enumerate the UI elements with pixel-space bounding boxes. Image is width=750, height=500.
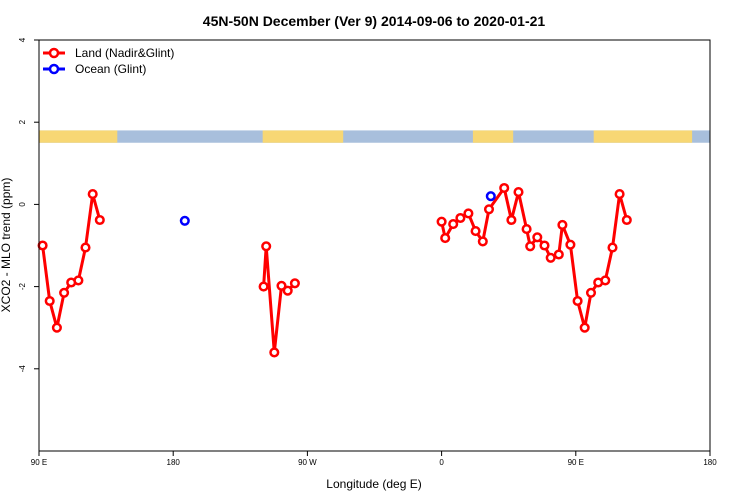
data-point <box>94 214 105 226</box>
data-point <box>585 287 597 298</box>
data-point <box>621 214 632 226</box>
legend-land-label: Land (Nadir&Glint) <box>75 46 174 60</box>
data-point <box>73 275 84 286</box>
data-point <box>51 322 62 333</box>
plot-frame <box>38 39 711 452</box>
x-axis-label: Longitude (deg E) <box>326 477 421 491</box>
data-point <box>506 214 517 226</box>
data-point <box>80 242 91 253</box>
data-point <box>557 219 568 230</box>
y-tick-label: -4 <box>18 365 27 373</box>
data-point <box>258 281 269 292</box>
land-band <box>593 130 693 143</box>
data-point <box>607 242 618 253</box>
land-ocean-strip <box>39 130 710 143</box>
data-point <box>463 208 474 219</box>
series-line <box>41 192 102 330</box>
data-point <box>572 295 583 307</box>
legend-ocean-marker <box>48 63 60 75</box>
data-point <box>261 241 272 252</box>
x-tick-label: 90 W <box>298 458 317 467</box>
series-line <box>262 244 296 354</box>
data-point <box>179 215 190 226</box>
data-point <box>276 280 287 291</box>
x-axis: 90 E 180 90 W 0 90 E 180 <box>31 451 717 467</box>
data-point <box>87 189 98 200</box>
ocean-band <box>39 130 710 143</box>
data-point <box>513 187 524 198</box>
data-point <box>545 252 556 263</box>
data-point <box>44 295 55 307</box>
data-point <box>282 285 293 296</box>
series-land <box>37 182 632 358</box>
land-band <box>39 130 118 143</box>
data-point <box>455 212 466 224</box>
data-point <box>436 216 447 227</box>
series-ocean <box>179 191 496 226</box>
data-point <box>565 239 576 250</box>
data-point <box>499 182 510 194</box>
data-point <box>521 224 532 235</box>
data-point <box>289 278 300 289</box>
data-point <box>485 191 496 202</box>
data-point <box>470 226 481 237</box>
y-tick-label: 2 <box>18 119 27 124</box>
data-point <box>37 240 48 251</box>
data-point <box>483 204 495 215</box>
y-tick-label: -2 <box>18 282 27 290</box>
data-point <box>553 249 564 260</box>
legend-land-marker <box>48 47 60 59</box>
y-axis-label: XCO2 - MLO trend (ppm) <box>0 178 13 313</box>
data-point <box>579 322 590 333</box>
chart-title: 45N-50N December (Ver 9) 2014-09-06 to 2… <box>203 13 546 29</box>
data-point <box>539 240 550 251</box>
y-tick-label: 4 <box>18 37 27 42</box>
x-tick-label: 90 E <box>31 458 47 467</box>
data-point <box>532 232 543 243</box>
x-tick-label: 180 <box>703 458 717 467</box>
x-tick-label: 0 <box>439 458 444 467</box>
x-tick-label: 90 E <box>568 458 584 467</box>
data-point <box>600 275 611 286</box>
data-point <box>440 233 451 244</box>
y-tick-label: 0 <box>18 202 27 207</box>
x-tick-label: 180 <box>167 458 181 467</box>
data-point <box>448 219 459 230</box>
data-point <box>477 236 488 247</box>
y-axis: -4 -2 0 2 4 <box>18 37 39 372</box>
data-point <box>59 287 70 298</box>
data-point <box>525 241 536 252</box>
legend: Land (Nadir&Glint) Ocean (Glint) <box>43 46 174 76</box>
legend-ocean-label: Ocean (Glint) <box>75 62 146 76</box>
series-layer <box>37 182 632 358</box>
land-band <box>472 130 514 143</box>
data-point <box>614 189 625 200</box>
land-band <box>262 130 344 143</box>
data-point <box>269 347 280 358</box>
